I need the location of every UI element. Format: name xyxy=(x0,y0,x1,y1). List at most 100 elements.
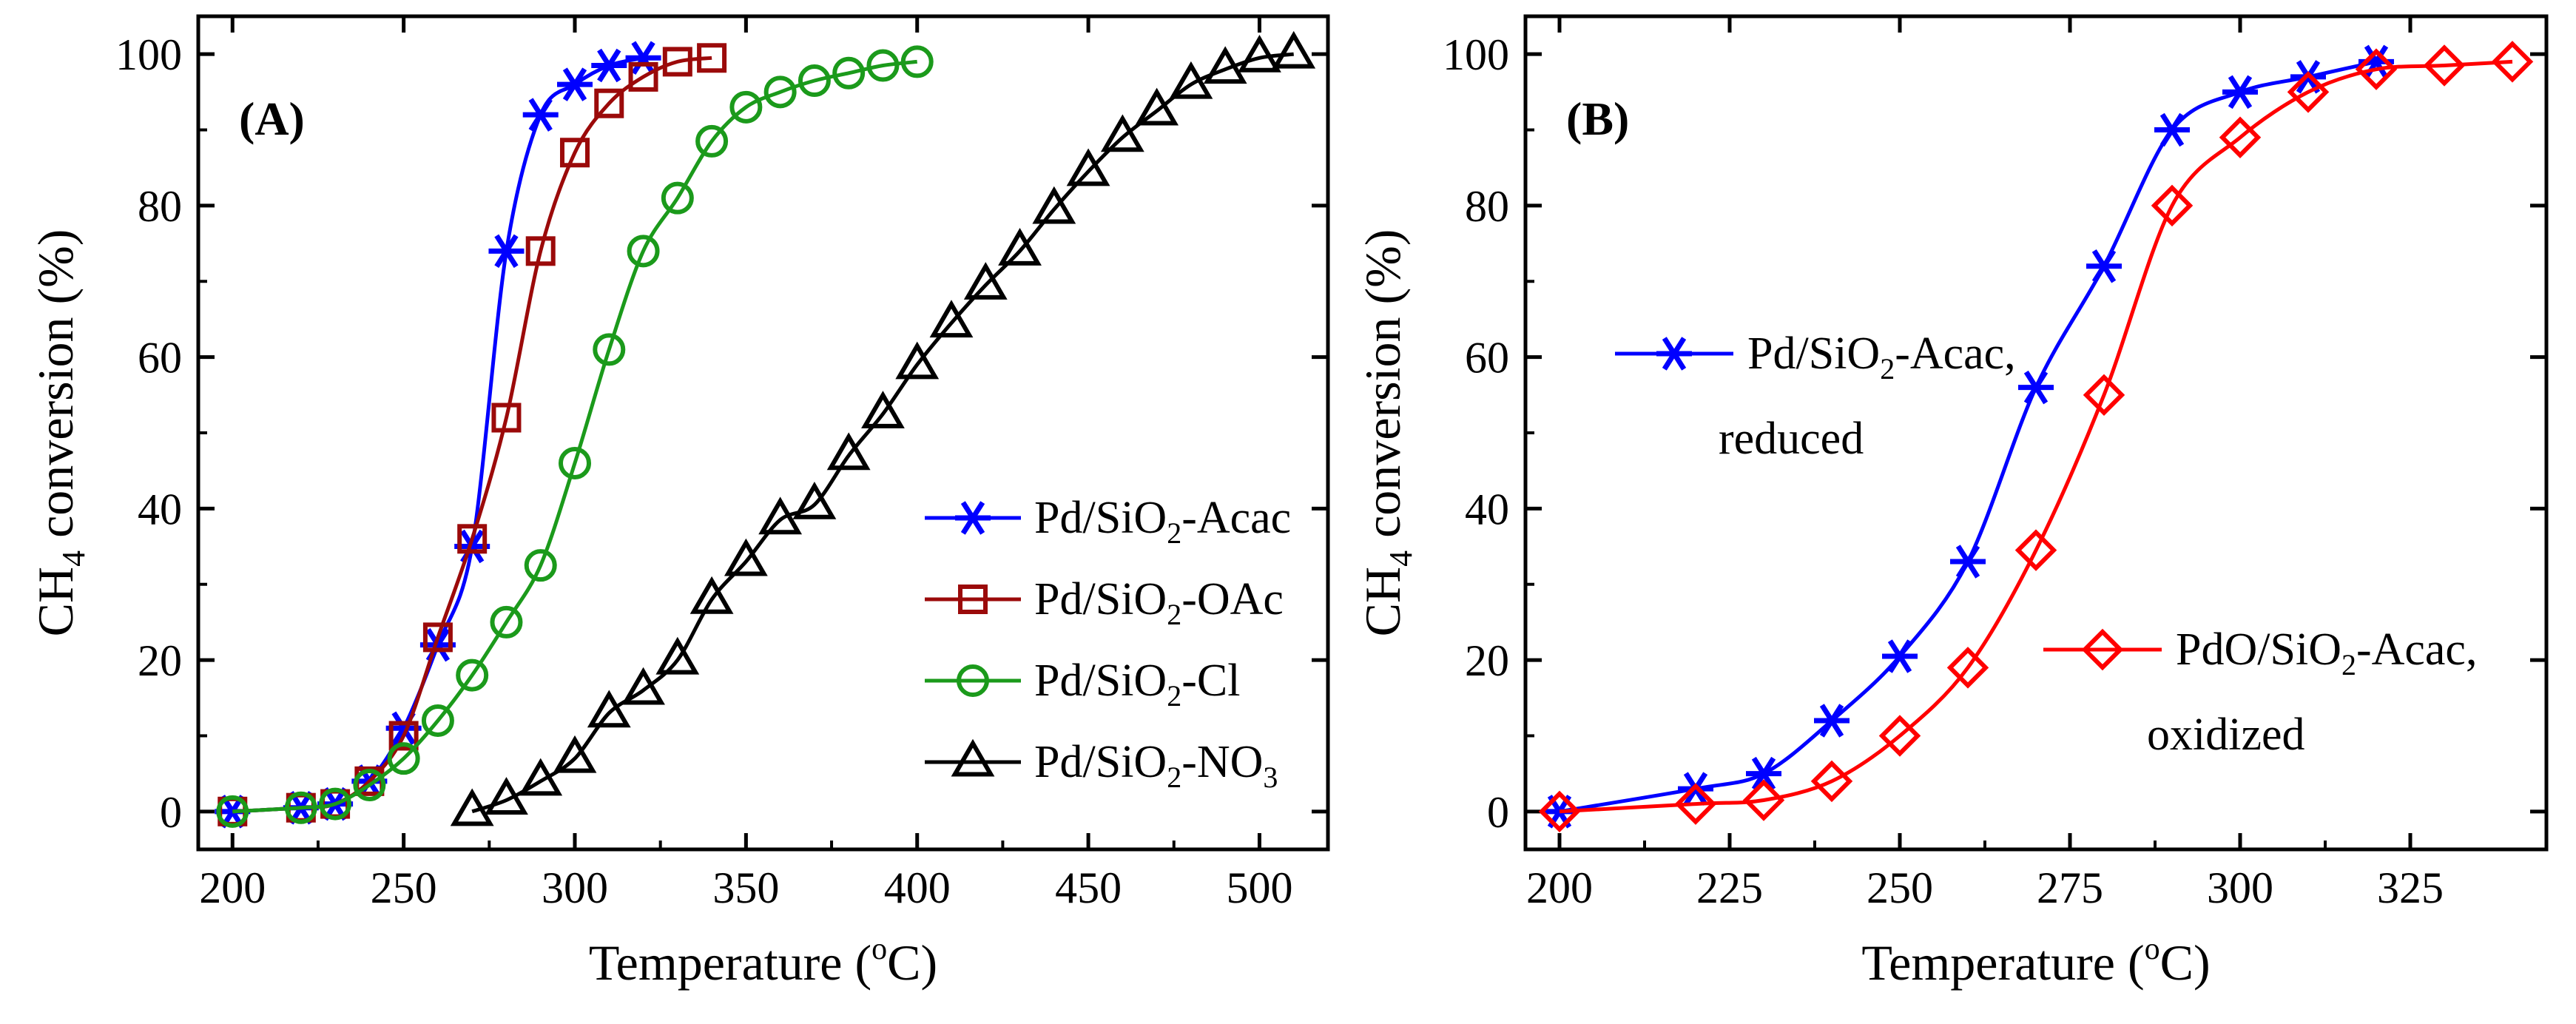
data-point xyxy=(2014,529,2057,571)
data-point xyxy=(2083,374,2125,417)
y-tick-label: 40 xyxy=(1465,485,1509,533)
data-point xyxy=(216,795,249,828)
data-point xyxy=(729,90,763,124)
x-tick-label: 350 xyxy=(712,863,779,912)
data-point xyxy=(1742,779,1785,821)
data-point xyxy=(826,432,871,471)
data-point xyxy=(2491,41,2534,83)
series-line xyxy=(471,52,1294,814)
series-line xyxy=(1559,59,2377,814)
legend-marker xyxy=(958,585,988,614)
data-point xyxy=(587,690,631,728)
data-point xyxy=(2219,116,2262,159)
plot-frame xyxy=(196,14,1330,852)
data-point xyxy=(1882,639,1918,673)
data-point xyxy=(661,181,694,215)
data-point xyxy=(1538,790,1581,833)
data-point xyxy=(861,391,905,428)
data-point xyxy=(522,98,559,132)
data-point xyxy=(798,64,831,98)
y-tick-label: 80 xyxy=(1465,182,1509,231)
plot-frame xyxy=(1523,14,2549,852)
data-point xyxy=(866,49,900,82)
data-point xyxy=(929,300,974,338)
data-point xyxy=(998,228,1042,266)
series-pd-sio2-no3 xyxy=(450,30,1316,826)
panel-label: (B) xyxy=(1566,92,1629,145)
legend-marker xyxy=(955,501,991,535)
data-point xyxy=(1746,756,1781,791)
data-point xyxy=(553,735,597,773)
y-tick-label: 0 xyxy=(1487,788,1509,837)
chart-panel-b: 200 225 250 275 300 325 0 20 40 60 80 100 Temperatur… xyxy=(1355,14,2549,991)
data-point xyxy=(1169,61,1213,99)
x-tick-label: 275 xyxy=(2037,863,2103,912)
data-point xyxy=(662,47,692,77)
x-tick-label: 250 xyxy=(371,863,437,912)
legend-label: Pd/SiO2-Cl xyxy=(1034,656,1240,713)
data-point xyxy=(1946,647,1989,689)
series-pd-sio2-acac-reduced xyxy=(1542,44,2394,829)
x-tick-label: 325 xyxy=(2377,863,2444,912)
data-point xyxy=(519,758,563,796)
series-pdo-sio2-acac-oxidized xyxy=(1538,41,2534,833)
panel-label: (A) xyxy=(239,92,305,145)
legend-entry: Pd/SiO2-OAc xyxy=(925,574,1284,631)
data-point xyxy=(491,402,522,433)
legend-marker xyxy=(951,738,995,777)
data-point xyxy=(525,236,556,266)
data-point xyxy=(1272,30,1316,69)
legend-label: PdO/SiO2-Acac, xyxy=(2176,624,2477,681)
data-point xyxy=(284,791,317,824)
legend-label-line2: oxidized xyxy=(2147,710,2305,760)
y-axis-title: CH4 conversion (%) xyxy=(27,229,92,637)
data-point xyxy=(627,235,660,268)
y-tick-label: 20 xyxy=(138,636,182,685)
data-point xyxy=(1814,704,1850,738)
data-point xyxy=(594,88,624,118)
y-tick-label: 100 xyxy=(115,30,182,79)
data-point xyxy=(2355,48,2398,90)
data-point xyxy=(593,333,626,366)
data-point xyxy=(353,768,386,801)
y-tick-label: 20 xyxy=(1465,636,1509,685)
data-point xyxy=(724,538,768,576)
data-point xyxy=(2086,249,2122,283)
data-point xyxy=(559,446,591,479)
series-line xyxy=(232,59,917,814)
legend-label-line2: reduced xyxy=(1719,414,1864,464)
data-point xyxy=(456,658,489,692)
data-point xyxy=(557,67,593,101)
data-point xyxy=(621,667,665,705)
legend-entry: PdO/SiO2-Acac, oxidized xyxy=(2043,624,2477,760)
y-tick-label: 80 xyxy=(138,182,182,231)
data-point xyxy=(2018,370,2054,405)
series-pd-sio2-cl xyxy=(216,45,934,828)
x-tick-label: 300 xyxy=(2207,863,2273,912)
data-point xyxy=(457,524,488,554)
y-tick-label: 100 xyxy=(1443,30,1509,79)
data-point xyxy=(2287,71,2330,113)
x-tick-label: 250 xyxy=(1867,863,1933,912)
data-point xyxy=(832,56,866,90)
data-point xyxy=(2154,112,2190,147)
data-point xyxy=(319,787,352,821)
data-point xyxy=(421,704,454,737)
data-point xyxy=(488,234,525,269)
data-point xyxy=(1032,186,1076,224)
data-point xyxy=(560,138,590,168)
data-point xyxy=(490,605,523,639)
x-tick-label: 300 xyxy=(542,863,608,912)
data-point xyxy=(695,124,729,158)
data-point xyxy=(485,777,528,815)
data-point xyxy=(450,788,494,826)
x-axis-title: Temperature (oC) xyxy=(589,932,937,991)
y-tick-label: 60 xyxy=(1465,334,1509,383)
data-point xyxy=(758,496,803,535)
legend-label: Pd/SiO2-OAc xyxy=(1034,574,1284,631)
y-axis-title: CH4 conversion (%) xyxy=(1355,229,1419,637)
data-point xyxy=(387,742,420,775)
y-tick-label: 40 xyxy=(138,485,182,533)
y-tick-label: 0 xyxy=(160,788,182,837)
